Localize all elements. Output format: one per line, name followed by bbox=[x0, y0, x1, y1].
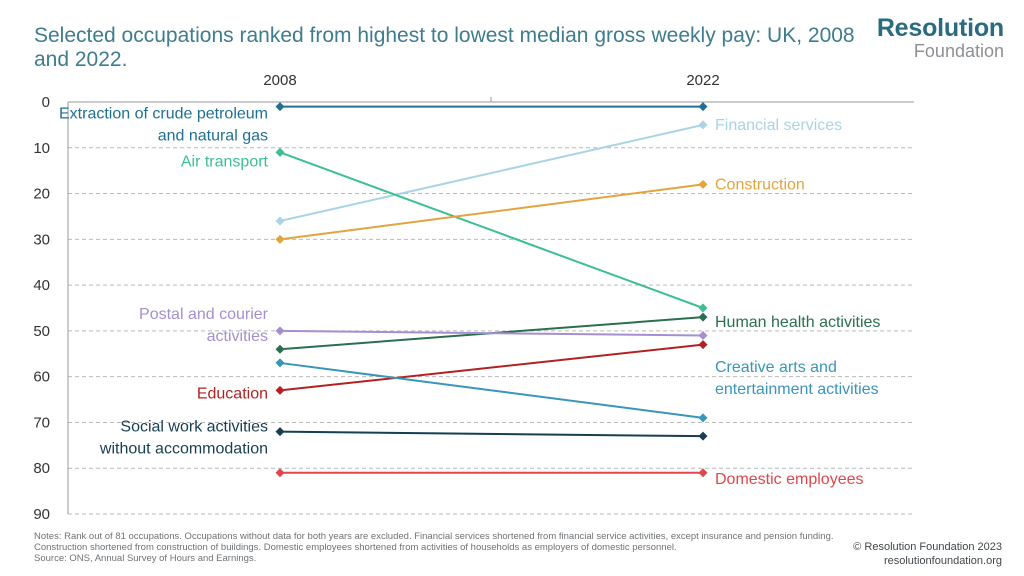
series-label: Creative arts and bbox=[715, 359, 837, 376]
series-label: Education bbox=[197, 385, 268, 402]
data-point-marker bbox=[698, 303, 708, 313]
data-point-marker bbox=[275, 427, 285, 437]
y-tick-label: 70 bbox=[33, 414, 50, 431]
data-point-marker bbox=[698, 102, 708, 112]
data-point-marker bbox=[275, 216, 285, 226]
series-line bbox=[279, 430, 704, 438]
data-point-marker bbox=[275, 326, 285, 336]
data-point-marker bbox=[698, 330, 708, 340]
chart-notes: Notes: Rank out of 81 occupations. Occup… bbox=[34, 531, 834, 564]
copyright-line-2: resolutionfoundation.org bbox=[883, 555, 1002, 567]
data-point-marker bbox=[698, 179, 708, 189]
y-tick-label: 90 bbox=[33, 506, 50, 523]
series-label: Domestic employees bbox=[715, 471, 864, 488]
series-line bbox=[279, 361, 704, 419]
data-point-marker bbox=[698, 468, 708, 478]
data-point-marker bbox=[698, 120, 708, 130]
series-label: Human health activities bbox=[715, 314, 880, 331]
series-line bbox=[279, 329, 704, 337]
series-label: Financial services bbox=[715, 117, 842, 134]
resolution-foundation-logo: Resolution Foundation bbox=[876, 14, 1004, 61]
data-point-marker bbox=[275, 358, 285, 368]
y-tick-label: 20 bbox=[33, 186, 50, 203]
series-line bbox=[279, 343, 704, 392]
series-line bbox=[279, 183, 704, 241]
series-label: Air transport bbox=[181, 153, 269, 170]
data-point-marker bbox=[698, 413, 708, 423]
data-point-marker bbox=[698, 340, 708, 350]
series-label: activities bbox=[207, 328, 268, 345]
copyright: © Resolution Foundation 2023 resolutionf… bbox=[853, 540, 1002, 568]
source-text: Source: ONS, Annual Survey of Hours and … bbox=[34, 553, 257, 564]
series-label: Postal and courier bbox=[139, 306, 269, 323]
y-tick-label: 50 bbox=[33, 323, 50, 340]
x-category-label: 2022 bbox=[686, 72, 719, 89]
chart-title: Selected occupations ranked from highest… bbox=[34, 24, 855, 71]
series-label: Social work activities bbox=[120, 419, 268, 436]
series-label: and natural gas bbox=[158, 128, 268, 145]
x-category-label: 2008 bbox=[263, 72, 296, 89]
copyright-line-1: © Resolution Foundation 2023 bbox=[853, 541, 1002, 553]
series-line bbox=[279, 151, 704, 309]
logo-line-1: Resolution bbox=[876, 14, 1004, 42]
data-point-marker bbox=[275, 234, 285, 244]
y-tick-label: 10 bbox=[33, 140, 50, 157]
data-point-marker bbox=[698, 431, 708, 441]
data-point-marker bbox=[275, 385, 285, 395]
data-point-marker bbox=[275, 147, 285, 157]
series-label: entertainment activities bbox=[715, 381, 879, 398]
y-tick-label: 60 bbox=[33, 369, 50, 386]
series-line bbox=[279, 123, 704, 222]
data-point-marker bbox=[698, 312, 708, 322]
logo-line-2: Foundation bbox=[913, 41, 1004, 61]
y-tick-label: 0 bbox=[42, 94, 50, 111]
y-tick-label: 80 bbox=[33, 460, 50, 477]
data-point-marker bbox=[275, 344, 285, 354]
y-tick-label: 30 bbox=[33, 231, 50, 248]
data-point-marker bbox=[275, 468, 285, 478]
series-label: without accommodation bbox=[99, 441, 268, 458]
y-tick-label: 40 bbox=[33, 277, 50, 294]
data-point-marker bbox=[275, 102, 285, 112]
series-label: Construction bbox=[715, 176, 805, 193]
notes-text: Notes: Rank out of 81 occupations. Occup… bbox=[34, 531, 834, 553]
series-label: Extraction of crude petroleum bbox=[59, 106, 268, 123]
